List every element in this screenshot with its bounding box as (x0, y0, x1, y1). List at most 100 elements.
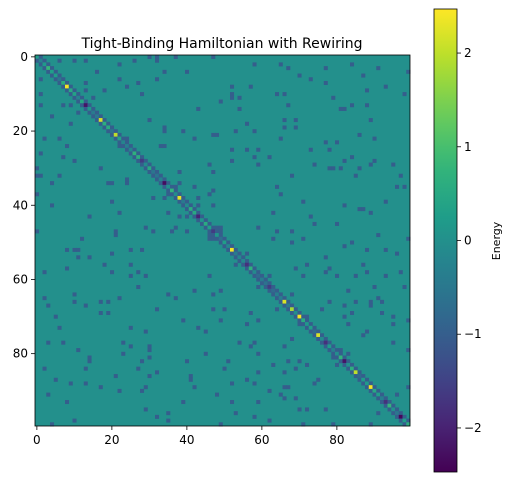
heatmap-cell (245, 322, 250, 327)
heatmap-cell (380, 310, 385, 315)
heatmap-cell (368, 118, 373, 123)
heatmap-cell (376, 296, 381, 301)
heatmap-cell (211, 170, 216, 175)
heatmap-cell (65, 266, 70, 271)
heatmap-cell (327, 299, 332, 304)
heatmap-cell (230, 381, 235, 386)
heatmap-cell (87, 255, 92, 260)
heatmap-diagonal-cell (233, 251, 238, 256)
heatmap-cell (226, 247, 231, 252)
heatmap-cell (98, 166, 103, 171)
heatmap-cell (331, 166, 336, 171)
heatmap-cell (248, 262, 253, 267)
heatmap-cell (72, 299, 77, 304)
heatmap-cell (110, 125, 115, 130)
heatmap-cell (98, 121, 103, 126)
heatmap-cell (136, 158, 141, 163)
heatmap-cell (387, 400, 392, 405)
heatmap-cell (35, 166, 40, 171)
heatmap-cell (72, 88, 77, 93)
heatmap-cell (267, 388, 272, 393)
heatmap-cell (50, 181, 55, 186)
heatmap-cell (65, 400, 70, 405)
heatmap-cell (170, 229, 175, 234)
heatmap-cell (267, 281, 272, 286)
heatmap-cell (207, 162, 212, 167)
heatmap-cell (226, 240, 231, 245)
heatmap-cell (192, 184, 197, 189)
heatmap-cell (350, 155, 355, 160)
heatmap-cell (117, 77, 122, 82)
heatmap-diagonal-cell (252, 270, 257, 275)
heatmap-diagonal-cell (237, 255, 242, 260)
heatmap-cell (162, 69, 167, 74)
heatmap-cell (140, 155, 145, 160)
heatmap-cell (320, 333, 325, 338)
heatmap-cell (35, 192, 40, 197)
heatmap-cell (387, 407, 392, 412)
heatmap-cell (46, 303, 51, 308)
heatmap-cell (155, 170, 160, 175)
heatmap-diagonal-cell (87, 106, 92, 111)
heatmap-cell (256, 225, 261, 230)
heatmap-cell (233, 255, 238, 260)
heatmap-cell (338, 166, 343, 171)
heatmap-cell (267, 273, 272, 278)
heatmap-cell (297, 318, 302, 323)
heatmap-cell (42, 296, 47, 301)
heatmap-cell (128, 247, 133, 252)
heatmap-cell (282, 125, 287, 130)
heatmap-cell (342, 355, 347, 360)
heatmap-cell (218, 240, 223, 245)
heatmap-cell (278, 136, 283, 141)
heatmap-cell (173, 184, 178, 189)
heatmap-cell (57, 136, 62, 141)
heatmap-cell (140, 92, 145, 97)
heatmap-cell (53, 314, 58, 319)
heatmap-diagonal-cell (267, 285, 272, 290)
heatmap-cell (286, 66, 291, 71)
colorbar-tick-label: 2 (464, 46, 472, 60)
heatmap-cell (290, 303, 295, 308)
heatmap-cell (218, 288, 223, 293)
heatmap-cell (305, 362, 310, 367)
heatmap-cell (185, 207, 190, 212)
heatmap-cell (218, 422, 223, 427)
heatmap-diagonal-cell (113, 132, 118, 137)
heatmap-cell (83, 303, 88, 308)
heatmap-cell (305, 318, 310, 323)
heatmap-cell (301, 314, 306, 319)
heatmap-cell (263, 277, 268, 282)
heatmap-diagonal-cell (132, 151, 137, 156)
heatmap-cell (140, 247, 145, 252)
heatmap-cell (110, 199, 115, 204)
heatmap-diagonal-cell (275, 292, 280, 297)
heatmap-cell (278, 392, 283, 397)
heatmap-cell (353, 374, 358, 379)
heatmap-cell (301, 422, 306, 427)
heatmap-cell (260, 281, 265, 286)
heatmap-cell (170, 184, 175, 189)
heatmap-cell (320, 340, 325, 345)
heatmap-cell (211, 188, 216, 193)
heatmap-diagonal-cell (61, 80, 66, 85)
heatmap-cell (252, 414, 257, 419)
heatmap-cell (207, 236, 212, 241)
heatmap-cell (350, 103, 355, 108)
heatmap-cell (293, 125, 298, 130)
heatmap-cell (402, 285, 407, 290)
heatmap-cell (278, 299, 283, 304)
heatmap-cell (357, 377, 362, 382)
heatmap-cell (233, 411, 238, 416)
heatmap-cell (350, 240, 355, 245)
heatmap-cell (252, 155, 257, 160)
heatmap-cell (245, 251, 250, 256)
heatmap-diagonal-cell (192, 210, 197, 215)
heatmap-diagonal-cell (72, 92, 77, 97)
heatmap-cell (383, 84, 388, 89)
heatmap-cell (331, 351, 336, 356)
heatmap-diagonal-cell (365, 381, 370, 386)
heatmap-cell (192, 288, 197, 293)
heatmap-cell (406, 348, 411, 353)
heatmap-cell (200, 221, 205, 226)
